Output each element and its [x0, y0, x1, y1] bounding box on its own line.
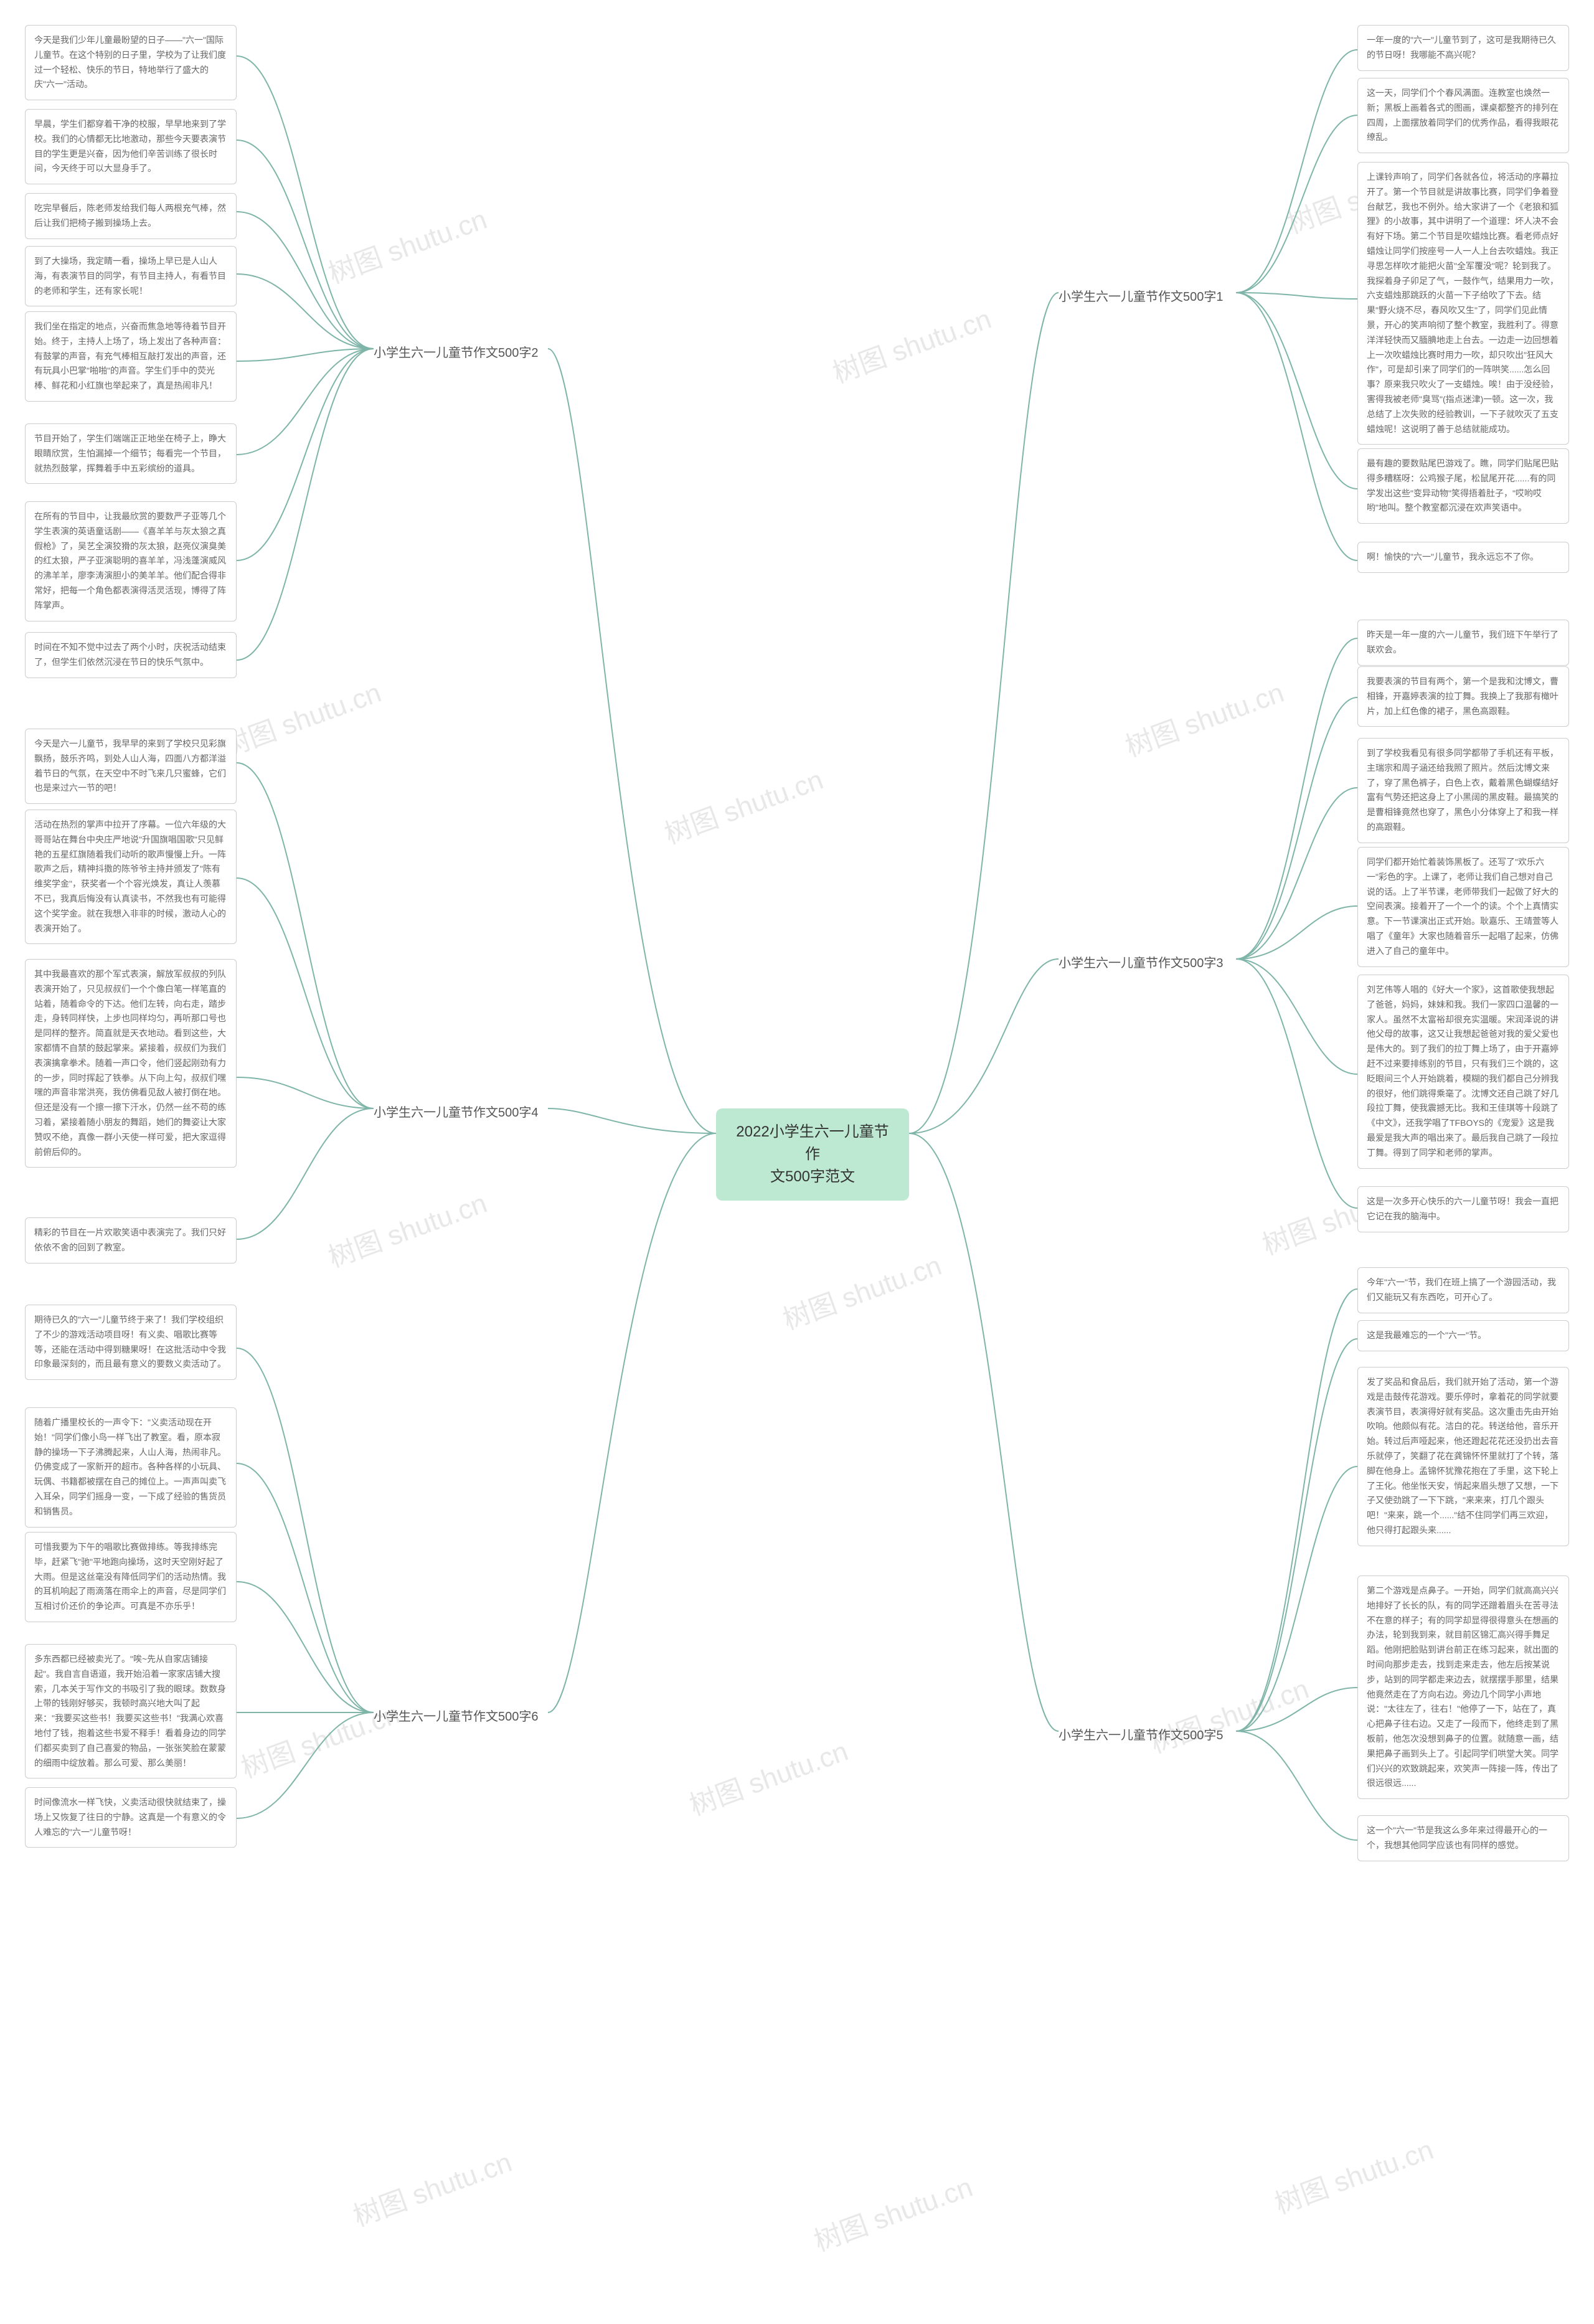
- branch-label: 小学生六一儿童节作文500字1: [1059, 286, 1224, 305]
- watermark: 树图 shutu.cn: [1268, 2127, 1438, 2221]
- watermark: 树图 shutu.cn: [1119, 670, 1288, 764]
- branch-label: 小学生六一儿童节作文500字5: [1059, 1725, 1224, 1743]
- leaf-node: 同学们都开始忙着装饰黑板了。还写了"欢乐六一"彩色的字。上课了，老师让我们自己想…: [1357, 847, 1569, 967]
- branch-label: 小学生六一儿童节作文500字2: [374, 342, 539, 361]
- leaf-node: 时间在不知不觉中过去了两个小时，庆祝活动结束了，但学生们依然沉浸在节日的快乐气氛…: [25, 632, 237, 678]
- watermark: 树图 shutu.cn: [1144, 1666, 1313, 1760]
- leaf-node: 第二个游戏是点鼻子。一开始，同学们就高高兴兴地排好了长长的队，有的同学还蹭着眉头…: [1357, 1575, 1569, 1799]
- branch-label: 小学生六一儿童节作文500字3: [1059, 953, 1224, 971]
- leaf-node: 刘艺伟等人唱的《好大一个家》，这首歌使我想起了爸爸，妈妈，妹妹和我。我们一家四口…: [1357, 975, 1569, 1169]
- watermark: 树图 shutu.cn: [322, 1181, 491, 1275]
- leaf-node: 昨天是一年一度的六一儿童节，我们班下午举行了联欢会。: [1357, 620, 1569, 666]
- leaf-node: 节目开始了，学生们端端正正地坐在椅子上，睁大眼睛欣赏，生怕漏掉一个细节；每看完一…: [25, 423, 237, 484]
- leaf-node: 精彩的节目在一片欢歌笑语中表演完了。我们只好依依不舍的回到了教室。: [25, 1217, 237, 1264]
- leaf-node: 今天是六一儿童节，我早早的来到了学校只见彩旗飘扬，鼓乐齐鸣，到处人山人海，四面八…: [25, 729, 237, 804]
- watermark: 树图 shutu.cn: [826, 296, 996, 390]
- branch-label: 小学生六一儿童节作文500字4: [374, 1102, 539, 1120]
- watermark: 树图 shutu.cn: [776, 1243, 946, 1337]
- leaf-node: 活动在热烈的掌声中拉开了序幕。一位六年级的大哥哥站在舞台中央庄严地说"升国旗唱国…: [25, 810, 237, 944]
- leaf-node: 这是一次多开心快乐的六一儿童节呀！我会一直把它记在我的脑海中。: [1357, 1186, 1569, 1232]
- leaf-node: 发了奖品和食品后，我们就开始了活动，第一个游戏是击鼓传花游戏。要乐停时，拿着花的…: [1357, 1367, 1569, 1546]
- leaf-node: 到了学校我看见有很多同学都带了手机还有平板，主瑞宗和周子涵还给我照了照片。然后沈…: [1357, 738, 1569, 843]
- leaf-node: 随着广播里校长的一声令下："义卖活动现在开始！"同学们像小鸟一样飞出了教室。看，…: [25, 1407, 237, 1528]
- leaf-node: 我要表演的节目有两个，第一个是我和沈博文，曹相锋，开嘉婷表演的拉丁舞。我换上了我…: [1357, 666, 1569, 727]
- leaf-node: 期待已久的"六一"儿童节终于来了！我们学校组织了不少的游戏活动项目呀！有义卖、唱…: [25, 1305, 237, 1380]
- leaf-node: 到了大操场，我定睛一看，操场上早已是人山人海，有表演节目的同学，有节目主持人，有…: [25, 246, 237, 306]
- leaf-node: 吃完早餐后，陈老师发给我们每人两根充气棒，然后让我们把椅子搬到操场上去。: [25, 193, 237, 239]
- leaf-node: 在所有的节目中，让我最欣赏的要数严子亚等几个学生表演的英语童话剧——《喜羊羊与灰…: [25, 501, 237, 621]
- leaf-node: 这是我最难忘的一个"六一"节。: [1357, 1320, 1569, 1351]
- leaf-node: 早晨，学生们都穿着干净的校服，早早地来到了学校。我们的心情都无比地激动，那些今天…: [25, 109, 237, 184]
- leaf-node: 今年"六一"节，我们在班上搞了一个游园活动，我们又能玩又有东西吃，可开心了。: [1357, 1267, 1569, 1313]
- leaf-node: 多东西都已经被卖光了。"唉~先从自家店铺接起"。我自言自语道，我开始沿着一家家店…: [25, 1644, 237, 1778]
- leaf-node: 其中我最喜欢的那个军式表演，解放军叔叔的列队表演开始了，只见叔叔们一个个像白笔一…: [25, 959, 237, 1168]
- leaf-node: 今天是我们少年儿童最盼望的日子——"六一"国际儿童节。在这个特别的日子里，学校为…: [25, 25, 237, 100]
- leaf-node: 这一天，同学们个个春风满面。连教室也焕然一新；黑板上画着各式的图画，课桌都整齐的…: [1357, 78, 1569, 153]
- leaf-node: 可惜我要为下午的唱歌比赛做排练。等我排练完毕，赶紧飞"驰"平地跑向操场，这时天空…: [25, 1532, 237, 1622]
- watermark: 树图 shutu.cn: [322, 197, 491, 291]
- leaf-node: 啊！愉快的"六一"儿童节，我永远忘不了你。: [1357, 542, 1569, 573]
- watermark: 树图 shutu.cn: [658, 757, 828, 851]
- leaf-node: 一年一度的"六一"儿童节到了，这可是我期待已久的节日呀！我哪能不高兴呢？: [1357, 25, 1569, 71]
- center-node: 2022小学生六一儿童节作 文500字范文: [716, 1108, 909, 1201]
- watermark: 树图 shutu.cn: [808, 2165, 977, 2259]
- leaf-node: 我们坐在指定的地点，兴奋而焦急地等待着节目开始。终于，主持人上场了，场上发出了各…: [25, 311, 237, 402]
- watermark: 树图 shutu.cn: [347, 2140, 516, 2234]
- leaf-node: 时间像流水一样飞快，义卖活动很快就结束了，操场上又恢复了往日的宁静。这真是一个有…: [25, 1787, 237, 1848]
- watermark: 树图 shutu.cn: [683, 1729, 852, 1823]
- watermark: 树图 shutu.cn: [216, 670, 385, 764]
- leaf-node: 上课铃声响了，同学们各就各位，将活动的序幕拉开了。第一个节目就是讲故事比赛，同学…: [1357, 162, 1569, 445]
- branch-label: 小学生六一儿童节作文500字6: [374, 1706, 539, 1724]
- leaf-node: 这一个"六一"节是我这么多年来过得最开心的一个，我想其他同学应该也有同样的感觉。: [1357, 1815, 1569, 1861]
- leaf-node: 最有趣的要数贴尾巴游戏了。瞧，同学们贴尾巴贴得多糟糕呀：公鸡猴子尾，松鼠尾开花.…: [1357, 448, 1569, 524]
